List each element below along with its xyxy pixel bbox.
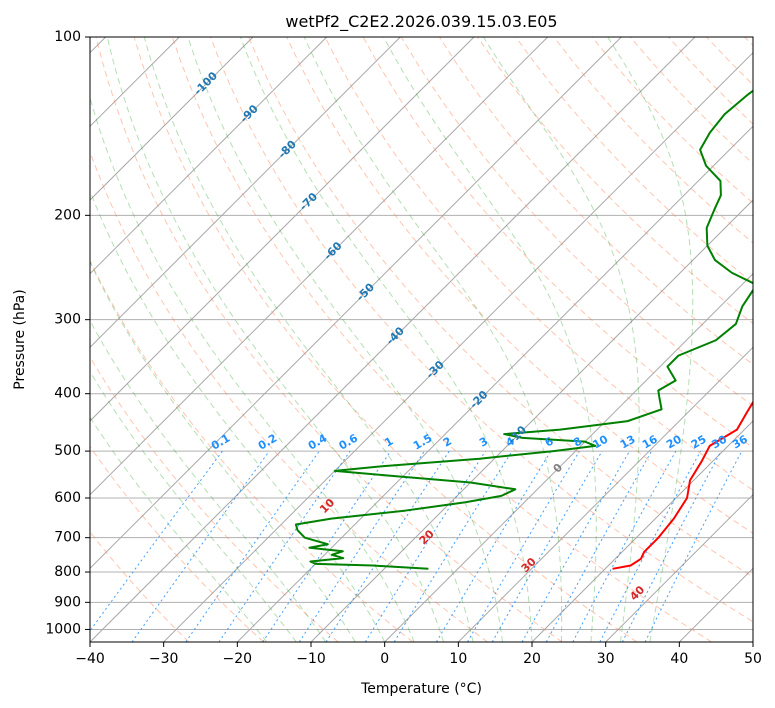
x-tick-label: 40	[670, 651, 688, 667]
moist-adiabat-line	[90, 96, 415, 642]
y-axis-label: Pressure (hPa)	[12, 289, 28, 389]
mixing-ratio-line	[644, 450, 743, 642]
y-tick-label: 600	[54, 490, 81, 506]
y-tick-label: 400	[54, 386, 81, 402]
isotherm-line	[90, 37, 475, 422]
mixing-ratio-line	[364, 450, 486, 642]
mixing-ratio-line	[521, 450, 630, 642]
moist-adiabat-line	[383, 37, 597, 642]
y-tick-label: 900	[54, 594, 81, 610]
moist-adiabat-line	[607, 37, 694, 642]
x-tick-label: 0	[380, 651, 389, 667]
mixing-ratio-line	[467, 450, 580, 642]
isotherm-line	[90, 37, 328, 275]
x-tick-label: −20	[223, 651, 253, 667]
isotherm-line	[531, 420, 753, 642]
mixing-ratio-line	[621, 450, 722, 642]
moist-adiabat-line	[90, 319, 327, 642]
dewpoint-profile-line	[294, 89, 753, 570]
axes: −40 −30 −20 −10 0 10 20 30 40 50 100 200 300 400 500 60…	[45, 29, 762, 667]
y-tick-label: 300	[54, 312, 81, 328]
dry-adiabat-line	[324, 37, 753, 491]
moist-adiabat-line	[90, 370, 297, 642]
isotherm-line	[163, 51, 753, 642]
x-tick-label: 50	[744, 651, 762, 667]
mixing-ratio-line	[572, 450, 677, 642]
isotherm-line	[90, 37, 549, 496]
chart-title: wetPf2_C2E2.2026.039.15.03.E05	[285, 12, 557, 32]
x-tick-label: 10	[449, 651, 467, 667]
dry-adiabat-line	[248, 37, 753, 578]
isotherm-line	[457, 346, 753, 642]
x-tick-label: 20	[523, 651, 541, 667]
dry-adiabat-line	[133, 37, 638, 642]
y-tick-label: 100	[54, 29, 81, 45]
isotherm-line	[90, 37, 622, 570]
moist-adiabat-line	[90, 189, 386, 642]
x-tick-label: 30	[597, 651, 615, 667]
moist-adiabat-line	[90, 260, 356, 642]
isotherm-line	[90, 37, 254, 201]
y-tick-label: 700	[54, 530, 81, 546]
mixing-ratio-line	[185, 450, 320, 642]
mixing-ratio-line	[599, 450, 701, 642]
y-tick-label: 1000	[45, 621, 81, 637]
isotherm-line	[236, 125, 753, 642]
x-tick-label: −40	[75, 651, 105, 667]
dry-adiabat-line	[286, 37, 753, 534]
mixing-ratio-line	[298, 450, 425, 642]
moist-adiabat-line	[303, 37, 563, 642]
y-tick-label: 200	[54, 207, 81, 223]
isotherm-line	[310, 199, 753, 642]
series-lines	[294, 89, 753, 570]
isotherm-line	[90, 37, 696, 642]
plot-frame	[89, 36, 754, 643]
moist-adiabat-line	[482, 37, 640, 642]
plot-area	[90, 37, 753, 642]
moist-adiabat-line	[90, 416, 268, 642]
background-lines	[90, 37, 753, 642]
mixing-ratio-line	[491, 450, 603, 642]
isotherm-line	[605, 493, 753, 642]
y-tick-label: 500	[54, 443, 81, 459]
dry-adiabat-line	[210, 37, 753, 623]
dry-adiabat-line	[90, 259, 414, 642]
dry-adiabat-line	[95, 37, 563, 642]
moist-adiabat-line	[143, 37, 474, 642]
y-tick-label: 800	[54, 564, 81, 580]
x-tick-label: −10	[296, 651, 326, 667]
moist-adiabat-line	[106, 37, 445, 642]
temperature-profile-line	[612, 400, 753, 570]
mixing-ratio-line	[393, 450, 513, 642]
moist-adiabat-line	[239, 37, 533, 642]
x-axis-label: Temperature (°C)	[360, 681, 482, 697]
moist-adiabat-line	[187, 37, 504, 642]
dry-adiabat-line	[90, 445, 264, 642]
isotherm-line	[90, 37, 401, 349]
isotherm-line	[384, 272, 753, 642]
mixing-ratio-line	[131, 450, 270, 642]
mixing-ratio-line	[435, 450, 552, 642]
x-tick-label: −30	[149, 651, 179, 667]
mixing-ratio-line	[545, 450, 653, 642]
mixing-ratio-line	[90, 450, 223, 632]
mixing-ratio-line	[325, 450, 450, 642]
